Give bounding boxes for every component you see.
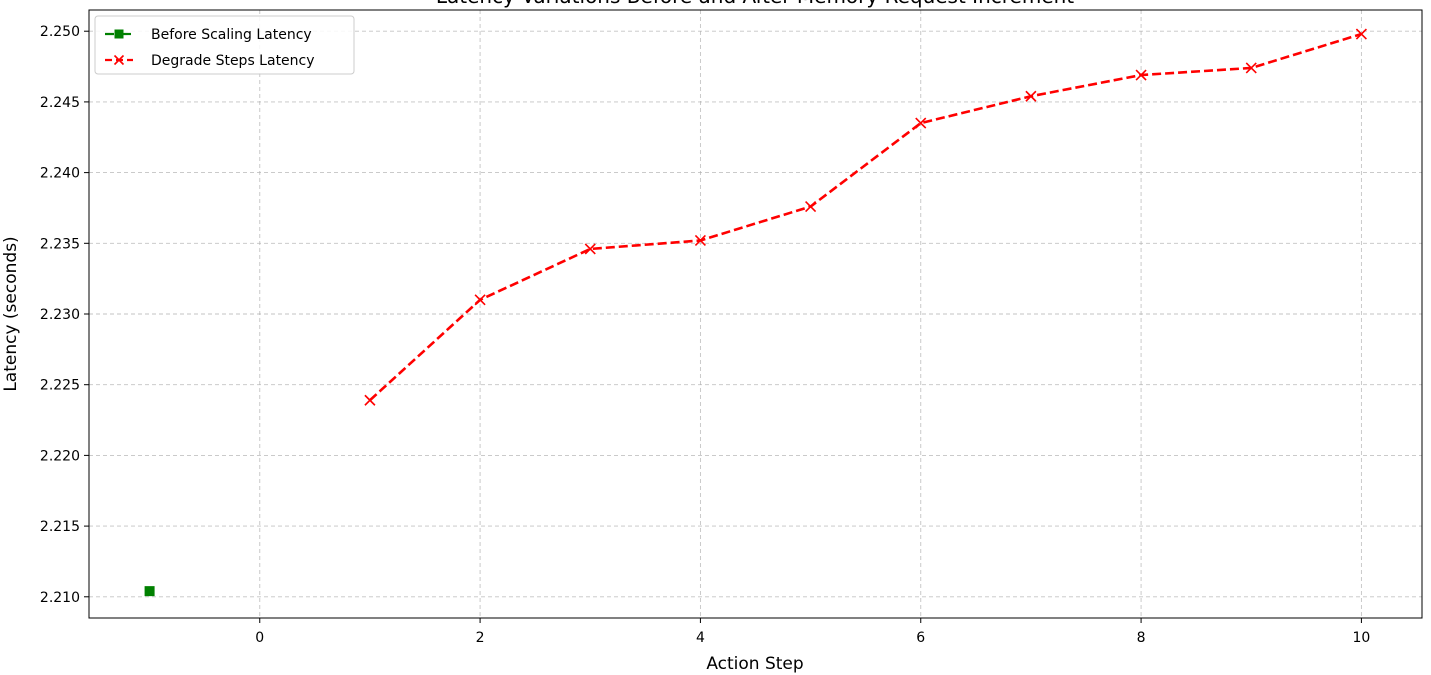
x-tick-label: 4 (696, 630, 705, 646)
data-point-before-scaling-latency (144, 586, 155, 597)
y-tick-label: 2.215 (40, 519, 80, 535)
y-tick-label: 2.210 (40, 590, 80, 606)
y-axis-label: Latency (seconds) (1, 236, 21, 391)
legend-box (94, 15, 355, 75)
y-tick-label: 2.235 (40, 236, 80, 252)
legend-label-degrade-steps: Degrade Steps Latency (151, 53, 315, 69)
x-tick-label: 2 (476, 630, 485, 646)
x-tick-label: 0 (255, 630, 264, 646)
x-axis-label: Action Step (706, 654, 803, 674)
legend-marker-square (114, 29, 124, 39)
axis-ticks: 0 2 4 6 8 10 2.210 2.215 2.220 2.225 2.230 2.235 2.2… (40, 24, 1370, 646)
x-tick-label: 8 (1137, 630, 1146, 646)
grid (89, 10, 1422, 618)
legend: Before Scaling Latency Degrade Steps Lat… (94, 15, 355, 75)
legend-entry-before-scaling: Before Scaling Latency (105, 27, 312, 43)
data-point-degrade-steps-latency (474, 294, 486, 306)
y-tick-label: 2.225 (40, 378, 80, 394)
chart-title: Latency Variations Before and After Memo… (436, 0, 1074, 8)
x-tick-label: 10 (1352, 630, 1370, 646)
data-point-degrade-steps-latency (1025, 90, 1037, 102)
data-point-degrade-steps-latency (1135, 69, 1147, 81)
data-point-degrade-steps-latency (364, 394, 376, 406)
data-point-degrade-steps-latency (694, 234, 706, 247)
series-layer (144, 28, 1367, 597)
x-tick-label: 6 (916, 630, 925, 646)
legend-entry-degrade-steps: Degrade Steps Latency (105, 53, 315, 69)
y-tick-label: 2.250 (40, 24, 80, 40)
legend-marker-x (113, 54, 125, 66)
series-line-degrade-steps-latency (369, 32, 1362, 402)
data-point-degrade-steps-latency (1245, 62, 1257, 74)
y-tick-label: 2.240 (40, 166, 80, 182)
y-tick-label: 2.220 (40, 448, 80, 464)
data-point-degrade-steps-latency (1355, 28, 1367, 40)
legend-label-before-scaling: Before Scaling Latency (151, 27, 312, 43)
data-point-degrade-steps-latency (584, 243, 596, 255)
y-tick-label: 2.230 (40, 307, 80, 323)
y-tick-label: 2.245 (40, 95, 80, 111)
data-point-degrade-steps-latency (805, 200, 817, 213)
data-point-degrade-steps-latency (915, 117, 927, 129)
